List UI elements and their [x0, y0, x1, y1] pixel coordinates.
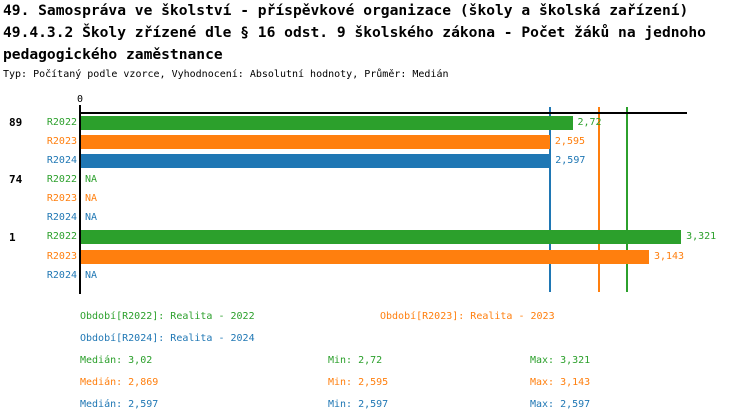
bar-value-label: 2,72	[577, 116, 602, 128]
na-value-label: NA	[85, 173, 98, 185]
stat-max-r2022: Max: 3,321	[530, 355, 591, 366]
stat-median-r2022: Medián: 3,02	[80, 355, 153, 366]
na-value-label: NA	[85, 269, 98, 281]
chart-title-line-1: 49. Samospráva ve školství - příspěvkové…	[3, 2, 689, 19]
chart-subtitle: Typ: Počítaný podle vzorce, Vyhodnocení:…	[3, 69, 449, 80]
bar-r2023	[81, 249, 649, 264]
row-label-r2022: R2022	[46, 231, 77, 243]
stat-min-r2024: Min: 2,597	[328, 399, 389, 410]
na-value-label: NA	[85, 212, 98, 224]
group-label: 1	[9, 230, 16, 244]
stat-max-r2024: Max: 2,597	[530, 399, 591, 410]
y-axis-line	[79, 105, 81, 294]
legend-item-r2022: Období[R2022]: Realita - 2022	[80, 311, 255, 322]
row-label-r2024: R2024	[46, 212, 77, 224]
stat-median-r2023: Medián: 2,869	[80, 377, 159, 388]
row-label-r2023: R2023	[46, 193, 77, 205]
bar-value-label: 3,321	[686, 231, 717, 243]
stat-median-r2024: Medián: 2,597	[80, 399, 159, 410]
x-axis-line	[79, 112, 687, 114]
median-line-r2023	[598, 107, 601, 292]
row-label-r2024: R2024	[46, 154, 77, 166]
group-label: 74	[9, 173, 23, 187]
bar-r2022	[81, 230, 682, 245]
bar-r2023	[81, 134, 550, 149]
chart-title-line-2: 49.4.3.2 Školy zřízené dle § 16 odst. 9 …	[3, 24, 706, 41]
row-label-r2022: R2022	[46, 173, 77, 185]
bar-r2022	[81, 115, 573, 130]
stat-min-r2022: Min: 2,72	[328, 355, 383, 366]
row-label-r2024: R2024	[46, 269, 77, 281]
bar-value-label: 2,595	[554, 135, 586, 147]
stat-max-r2023: Max: 3,143	[530, 377, 591, 388]
legend-item-r2023: Období[R2023]: Realita - 2023	[380, 311, 555, 322]
bar-r2024	[81, 153, 551, 168]
stat-min-r2023: Min: 2,595	[328, 377, 389, 388]
x-axis-zero-tick-label: 0	[76, 94, 84, 105]
na-value-label: NA	[85, 193, 98, 205]
bar-value-label: 3,143	[653, 250, 685, 262]
chart-title-line-3: pedagogického zaměstnance	[3, 46, 223, 63]
group-label: 89	[9, 116, 23, 129]
row-label-r2023: R2023	[46, 250, 77, 262]
legend-item-r2024: Období[R2024]: Realita - 2024	[80, 333, 255, 344]
bar-value-label: 2,597	[555, 154, 586, 166]
row-label-r2023: R2023	[46, 135, 77, 147]
median-line-r2024	[549, 107, 552, 292]
row-label-r2022: R2022	[46, 116, 77, 128]
median-line-r2022	[625, 107, 628, 292]
